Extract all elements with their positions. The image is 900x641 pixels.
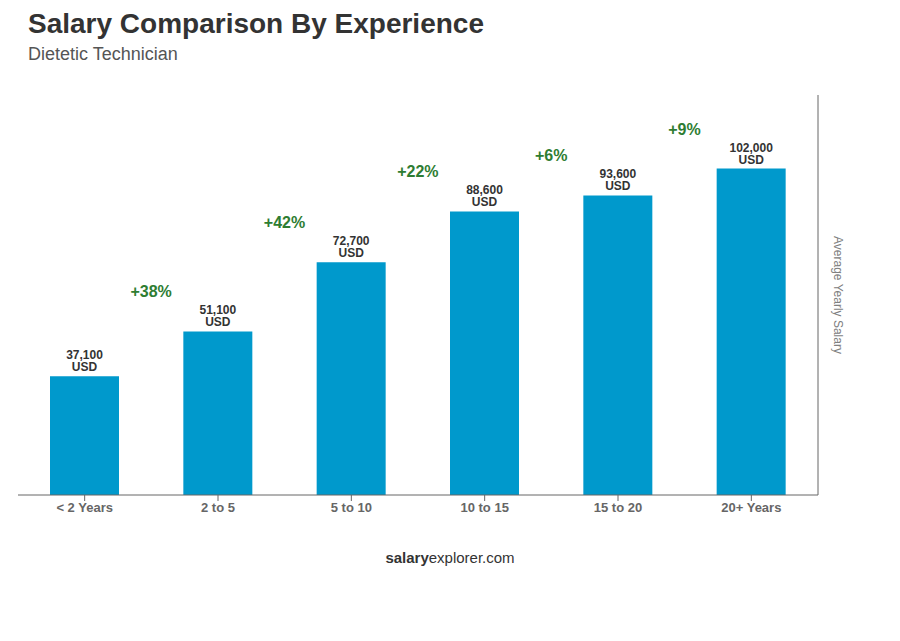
svg-text:5 to 10: 5 to 10	[331, 500, 372, 515]
svg-text:37,100USD: 37,100USD	[66, 348, 103, 374]
svg-text:20+ Years: 20+ Years	[721, 500, 781, 515]
svg-text:15 to 20: 15 to 20	[594, 500, 642, 515]
svg-text:Average Yearly Salary: Average Yearly Salary	[831, 236, 845, 354]
svg-text:102,000USD: 102,000USD	[729, 141, 773, 167]
html-text:Dietetic Technician: Dietetic Technician	[28, 44, 178, 64]
svg-text:72,700USD: 72,700USD	[333, 234, 370, 260]
svg-text:+22%: +22%	[397, 163, 438, 180]
html-text:salary explorer.com: salary explorer.com	[385, 549, 515, 566]
svg-text:2 to 5: 2 to 5	[201, 500, 235, 515]
svg-text:88,600USD: 88,600USD	[466, 183, 503, 209]
svg-text:93,600USD: 93,600USD	[599, 167, 636, 193]
svg-text:51,100USD: 51,100USD	[199, 303, 236, 329]
svg-text:10 to 15: 10 to 15	[460, 500, 508, 515]
svg-text:+42%: +42%	[264, 214, 305, 231]
svg-text:< 2 Years: < 2 Years	[56, 500, 113, 515]
svg-text:+38%: +38%	[130, 283, 171, 300]
svg-text:+9%: +9%	[668, 121, 700, 138]
svg-text:+6%: +6%	[535, 147, 567, 164]
html-text:Salary Comparison By Experienc: Salary Comparison By Experience	[28, 8, 484, 39]
